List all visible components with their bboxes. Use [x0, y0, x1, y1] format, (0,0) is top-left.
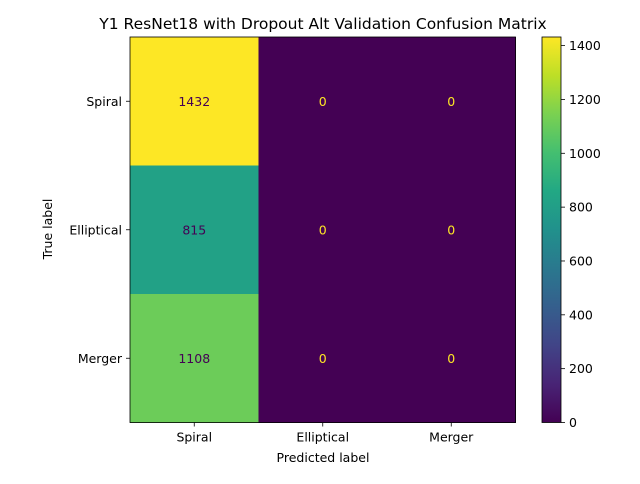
heatmap-cell	[130, 165, 259, 295]
y-tick-label: Merger	[78, 351, 123, 366]
heatmap-cell	[130, 294, 259, 423]
heatmap-cell	[387, 37, 516, 166]
cell-value-label: 0	[319, 94, 327, 109]
cell-value-label: 0	[319, 351, 327, 366]
cell-value-label: 1432	[178, 94, 210, 109]
colorbar-tick-label: 1400	[569, 38, 601, 53]
x-tick-label: Spiral	[176, 430, 212, 445]
heatmap-cell	[258, 37, 388, 166]
y-tick-label: Spiral	[86, 94, 122, 109]
y-axis-label: True label	[40, 199, 55, 261]
y-tick-label: Elliptical	[69, 222, 122, 237]
heatmap-cell	[387, 294, 516, 423]
cell-value-label: 0	[319, 222, 327, 237]
cell-value-label: 1108	[178, 351, 210, 366]
colorbar-tick-label: 1000	[569, 146, 601, 161]
colorbar-tick-label: 800	[569, 200, 593, 215]
y-axis: Spiral Elliptical Merger	[69, 94, 130, 366]
colorbar-gradient	[541, 36, 562, 423]
x-tick-label: Merger	[429, 430, 474, 445]
cell-value-label: 0	[447, 94, 455, 109]
cell-value-label: 0	[447, 222, 455, 237]
chart-title: Y1 ResNet18 with Dropout Alt Validation …	[98, 15, 546, 33]
colorbar-tick-label: 400	[569, 307, 593, 322]
colorbar-tick-label: 600	[569, 253, 593, 268]
heatmap-cell	[258, 294, 388, 423]
colorbar-tick-label: 1200	[569, 92, 601, 107]
x-axis-label: Predicted label	[277, 450, 370, 465]
colorbar: 0 200 400 600 800 1000 1200 1400	[541, 36, 601, 430]
x-axis: Spiral Elliptical Merger	[176, 422, 474, 445]
heatmap-cell	[387, 165, 516, 295]
cell-value-label: 815	[182, 222, 206, 237]
heatmap-grid: 1432 0 0 815 0 0 1108 0 0	[129, 36, 516, 423]
heatmap-cell	[130, 37, 259, 166]
cell-value-label: 0	[447, 351, 455, 366]
colorbar-tick-label: 0	[569, 415, 577, 430]
x-tick-label: Elliptical	[296, 430, 349, 445]
colorbar-tick-label: 200	[569, 361, 593, 376]
heatmap-cell	[258, 165, 388, 295]
